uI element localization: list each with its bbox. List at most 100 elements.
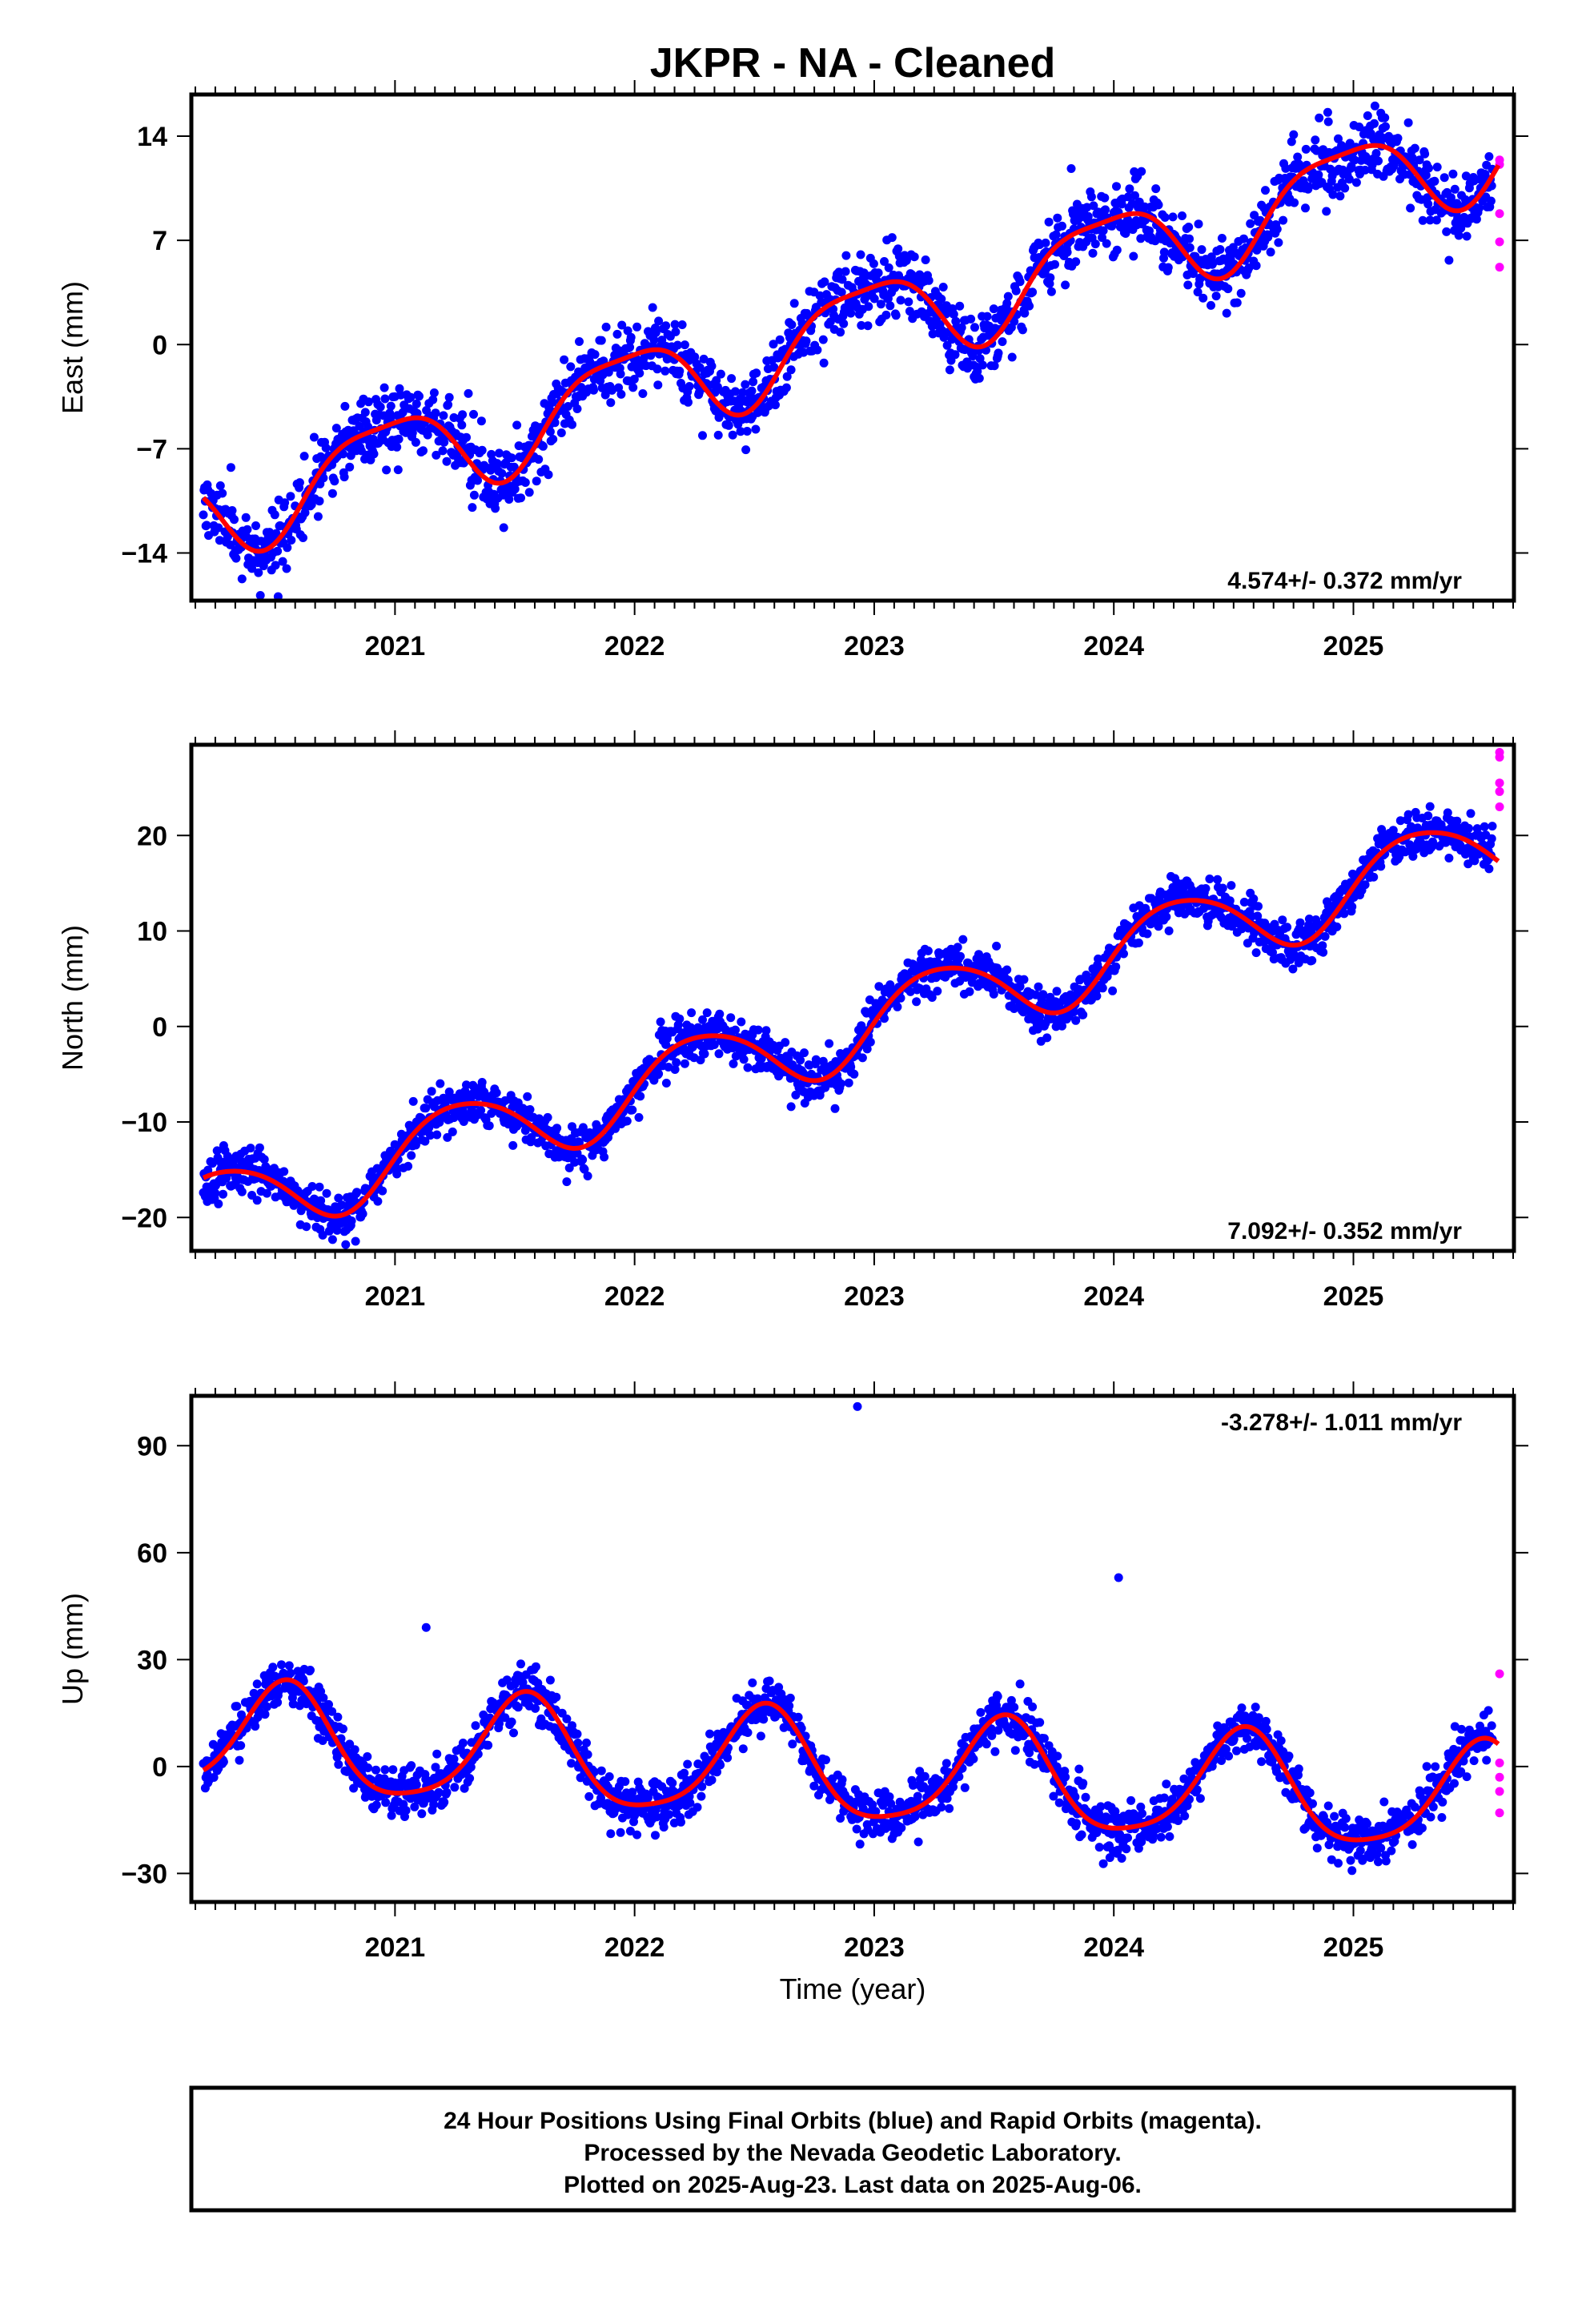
final-orbit-point (473, 1749, 483, 1759)
final-orbit-point (358, 1209, 367, 1219)
final-orbit-point (634, 1112, 644, 1122)
final-orbit-point (1119, 949, 1128, 959)
final-orbit-point (431, 1763, 440, 1772)
final-orbit-point (612, 329, 622, 339)
final-orbit-point (567, 1759, 576, 1768)
final-orbit-point (315, 1182, 324, 1192)
final-orbit-point (622, 1116, 632, 1126)
final-orbit-point (1484, 152, 1494, 161)
final-orbit-point (552, 1692, 561, 1702)
final-orbit-point (260, 1710, 270, 1719)
final-orbit-point (369, 449, 379, 459)
final-orbit-point (1421, 171, 1431, 180)
final-orbit-point (1283, 923, 1292, 932)
final-orbit-point (236, 1741, 246, 1751)
final-orbit-point (1395, 816, 1405, 826)
final-orbit-point (1164, 926, 1174, 935)
final-orbit-point (887, 233, 897, 243)
final-orbit-point (284, 1661, 294, 1671)
final-orbit-point (958, 935, 968, 944)
final-orbit-point (371, 1765, 380, 1775)
final-orbit-point (509, 462, 519, 472)
final-orbit-point (698, 431, 707, 440)
x-tick-label: 2023 (844, 1281, 905, 1312)
final-orbit-point (564, 1163, 574, 1172)
final-orbit-point (449, 1755, 459, 1763)
final-orbit-point (339, 472, 349, 482)
final-orbit-point (965, 987, 974, 996)
final-orbit-point (1086, 192, 1096, 202)
final-orbit-point (471, 1721, 480, 1731)
final-orbit-point (1098, 226, 1108, 235)
final-orbit-point (524, 488, 534, 497)
final-orbit-point (432, 1130, 442, 1140)
final-orbit-point (1311, 146, 1321, 155)
final-orbit-point (295, 478, 304, 488)
final-orbit-point (1381, 122, 1390, 131)
final-orbit-point (1134, 938, 1143, 947)
final-orbit-point (324, 1699, 333, 1709)
final-orbit-point (410, 1802, 420, 1811)
final-orbit-point (327, 1707, 337, 1716)
final-orbit-point (1213, 875, 1223, 884)
final-orbit-point (638, 389, 648, 398)
final-orbit-point (550, 418, 560, 428)
final-orbit-point (726, 1013, 736, 1023)
final-orbit-point (270, 510, 279, 520)
final-orbit-point (442, 1787, 452, 1797)
final-orbit-point (909, 252, 919, 262)
final-orbit-point (1448, 169, 1458, 179)
final-orbit-point (596, 336, 606, 345)
final-orbit-point (575, 1138, 584, 1148)
final-orbit-point (1423, 811, 1433, 821)
final-orbit-point (375, 402, 385, 412)
final-orbit-point (444, 392, 454, 402)
final-orbit-point (548, 398, 557, 407)
final-orbit-point (570, 1157, 580, 1167)
final-orbit-point (815, 291, 825, 300)
final-orbit-point (748, 1678, 757, 1687)
final-orbit-point (661, 321, 671, 331)
final-orbit-point (1274, 238, 1283, 247)
final-orbit-point (507, 1717, 516, 1727)
final-orbit-point (844, 1078, 853, 1088)
final-orbit-point (1454, 231, 1464, 240)
final-orbit-point (1360, 165, 1370, 175)
final-orbit-point (1100, 193, 1110, 203)
final-orbit-point (632, 322, 642, 332)
final-orbit-point (241, 513, 251, 522)
final-orbit-point (214, 523, 223, 533)
final-orbit-point (1121, 229, 1130, 238)
final-orbit-point (1129, 251, 1138, 261)
final-orbit-point (1288, 964, 1298, 974)
final-orbit-point (617, 320, 627, 330)
final-orbit-point (661, 366, 670, 376)
velocity-annotation: 4.574+/- 0.372 mm/yr (1227, 568, 1462, 594)
final-orbit-point (956, 951, 965, 961)
final-orbit-point (765, 1676, 774, 1686)
final-orbit-point (1393, 134, 1403, 143)
final-orbit-point (904, 297, 913, 307)
final-orbit-point (1318, 941, 1327, 951)
final-orbit-point (1254, 902, 1263, 911)
final-orbit-point (738, 388, 747, 397)
final-orbit-point (690, 352, 700, 362)
y-tick-label: −10 (121, 1108, 167, 1138)
rapid-orbit-point (1495, 786, 1504, 796)
final-orbit-point (271, 561, 280, 570)
final-orbit-point (387, 1811, 396, 1820)
final-orbit-point (341, 1240, 351, 1249)
final-orbit-point (408, 1096, 418, 1106)
final-orbit-point (1431, 215, 1441, 225)
final-orbit-point (350, 1745, 359, 1755)
final-orbit-point (575, 337, 584, 346)
final-orbit-point (392, 442, 402, 452)
final-orbit-point (277, 1660, 286, 1670)
final-orbit-point (207, 1159, 217, 1168)
final-orbit-point (769, 340, 778, 349)
final-orbit-point (684, 397, 693, 407)
final-orbit-point (1098, 983, 1107, 993)
final-orbit-point (731, 1025, 740, 1035)
final-orbit-point (1088, 248, 1098, 258)
